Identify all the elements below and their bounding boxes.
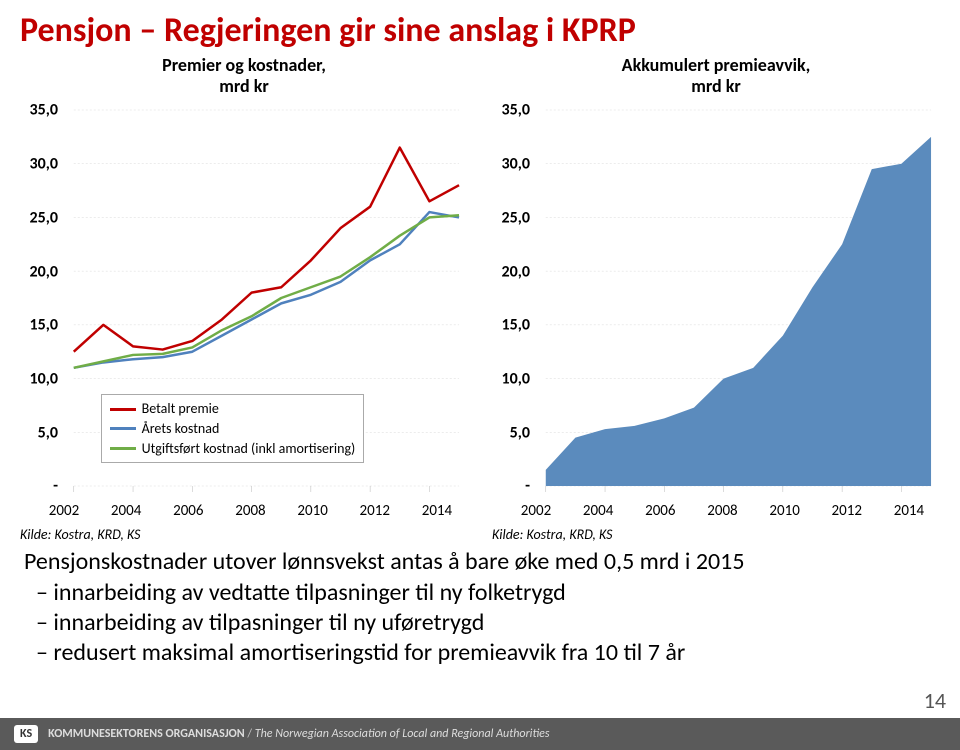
x-axis-label: 2014 [894,502,924,520]
footer-bar: KS KOMMUNESEKTORENS ORGANISASJON / The N… [0,718,960,750]
legend-swatch [110,408,136,411]
x-axis-label: 2002 [521,502,551,520]
x-axis-label: 2002 [49,502,79,520]
line-chart: Premier og kostnader, mrd kr -5,010,015,… [20,55,468,535]
legend-item: Betalt premie [110,399,356,419]
x-axis-label: 2006 [173,502,203,520]
bullet-main: Pensjonskostnader utover lønnsvekst anta… [24,547,936,576]
x-axis-label: 2010 [297,502,327,520]
x-axis-label: 2014 [422,502,452,520]
area-chart-svg [492,102,940,502]
footer-org: KOMMUNESEKTORENS ORGANISASJON / The Norw… [48,727,549,741]
area-chart-title: Akkumulert premieavvik, mrd kr [492,55,940,96]
x-axis-label: 2008 [707,502,737,520]
area-chart-title-l2: mrd kr [691,75,741,97]
page-number: 14 [924,687,946,714]
sub-bullets: innarbeiding av vedtatte tilpasninger ti… [24,578,936,668]
area-chart-title-l1: Akkumulert premieavvik, [622,54,811,76]
line-chart-title-l2: mrd kr [219,75,269,97]
area-chart-area: -5,010,015,020,025,030,035,0 20022004200… [492,102,940,502]
sub-bullet: innarbeiding av vedtatte tilpasninger ti… [24,578,936,608]
x-axis-label: 2008 [235,502,265,520]
x-axis-label: 2012 [360,502,390,520]
x-axis-label: 2012 [832,502,862,520]
legend-swatch [110,447,136,450]
x-axis-label: 2010 [769,502,799,520]
legend-label: Utgiftsført kostnad (inkl amortisering) [142,439,356,459]
sub-bullet: innarbeiding av tilpasninger til ny ufør… [24,608,936,638]
area-chart-xlabels: 2002200420062008201020122014 [536,502,940,522]
legend-item: Utgiftsført kostnad (inkl amortisering) [110,439,356,459]
line-chart-area: -5,010,015,020,025,030,035,0 20022004200… [20,102,468,502]
area-chart-source: Kilde: Kostra, KRD, KS [492,526,940,543]
legend-swatch [110,427,136,430]
footer-logo: KS [14,725,38,743]
legend-label: Betalt premie [142,399,219,419]
legend-item: Årets kostnad [110,419,356,439]
footer-org-l1: KOMMUNESEKTORENS ORGANISASJON [48,727,245,741]
page-title: Pensjon – Regjeringen gir sine anslag i … [0,0,960,55]
sub-bullet: redusert maksimal amortiseringstid for p… [24,638,936,668]
area-chart: Akkumulert premieavvik, mrd kr -5,010,01… [492,55,940,535]
line-chart-xlabels: 2002200420062008201020122014 [64,502,468,522]
line-chart-title-l1: Premier og kostnader, [162,54,326,76]
line-chart-legend: Betalt premieÅrets kostnadUtgiftsført ko… [101,394,365,463]
legend-label: Årets kostnad [142,419,220,439]
line-chart-source: Kilde: Kostra, KRD, KS [20,526,468,543]
x-axis-label: 2004 [583,502,613,520]
line-chart-title: Premier og kostnader, mrd kr [20,55,468,96]
x-axis-label: 2006 [645,502,675,520]
bullet-text: Pensjonskostnader utover lønnsvekst anta… [0,535,960,668]
footer-org-l2: The Norwegian Association of Local and R… [255,727,550,741]
charts-row: Premier og kostnader, mrd kr -5,010,015,… [0,55,960,535]
x-axis-label: 2004 [111,502,141,520]
